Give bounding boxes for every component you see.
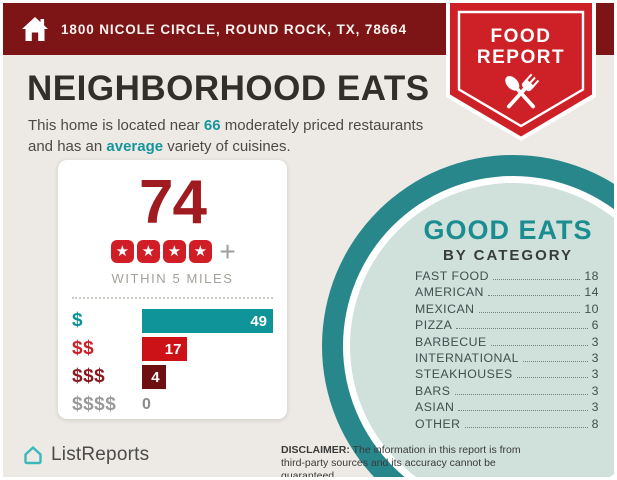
star-icon: ★: [136, 239, 160, 263]
category-value: 3: [591, 400, 599, 415]
category-value: 3: [591, 334, 599, 349]
bar-value: 17: [164, 340, 182, 358]
category-value: 14: [584, 285, 599, 300]
price-tier-label: $$$$: [72, 394, 117, 416]
category-label: ASIAN: [415, 400, 455, 415]
category-row: BARS 3: [415, 384, 599, 400]
badge-inner-stroke: [457, 10, 585, 128]
intro-part2: moderately priced restaurants and has an: [28, 117, 424, 155]
price-tier-label: $$: [72, 338, 95, 360]
bar-value-zero: 0: [142, 396, 151, 414]
dotted-divider: [72, 297, 273, 300]
bar-value: 4: [151, 368, 160, 386]
category-label: OTHER: [415, 416, 461, 431]
dotted-leader: [458, 410, 588, 412]
category-value: 10: [584, 301, 599, 316]
category-value: 3: [591, 383, 599, 398]
good-eats-subtitle: BY CATEGORY: [442, 247, 574, 264]
badge-body: [450, 3, 592, 137]
disclaimer-label: DISCLAIMER:: [281, 444, 350, 456]
category-label: BARS: [415, 383, 451, 398]
category-row: OTHER 8: [415, 417, 599, 433]
bar-track: 0: [142, 393, 273, 417]
dotted-leader: [454, 393, 588, 395]
star-icon: ★: [188, 239, 212, 263]
star-icon: ★: [110, 239, 134, 263]
star-rating: ★ ★ ★ ★ +: [72, 235, 273, 267]
bar-track: 17: [142, 337, 273, 362]
listreports-wordmark: ListReports: [51, 444, 150, 465]
listreports-logo: ListReports: [21, 443, 149, 467]
category-value: 8: [591, 416, 599, 431]
price-bar-row: $$ 17: [72, 337, 273, 362]
bar: 17: [142, 337, 188, 362]
dotted-leader: [490, 344, 588, 346]
category-row: INTERNATIONAL 3: [415, 351, 599, 367]
bar: 4: [142, 365, 166, 390]
category-value: 18: [584, 269, 599, 283]
utensils-icon: [505, 73, 540, 109]
restaurant-count: 66: [203, 117, 221, 134]
category-label: FAST FOOD: [415, 269, 489, 283]
good-eats-header: GOOD EATS BY CATEGORY: [398, 215, 614, 264]
category-row: PIZZA 6: [415, 318, 599, 334]
dotted-leader: [478, 311, 581, 313]
property-address: 1800 NICOLE CIRCLE, ROUND ROCK, TX, 7866…: [61, 21, 407, 37]
category-value: 3: [591, 350, 599, 365]
score-card: 74 ★ ★ ★ ★ + WITHIN 5 MILES $49 $$ 17 $$$ 4 $$$$ 0: [58, 160, 287, 419]
good-eats-title: GOOD EATS: [423, 215, 593, 245]
listreports-house-icon: [24, 446, 42, 465]
category-value: 6: [591, 318, 599, 333]
food-report-badge: FOOD REPORT: [446, 3, 596, 146]
dotted-leader: [456, 328, 588, 330]
variety-highlight: average: [106, 138, 164, 155]
intro-part1: This home is located near: [28, 117, 204, 134]
disclaimer: DISCLAIMER: The information in this repo…: [281, 444, 535, 480]
intro-text: This home is located near 66 moderately …: [28, 115, 440, 157]
category-label: MEXICAN: [415, 301, 475, 316]
badge-line1: FOOD: [491, 26, 552, 47]
category-row: AMERICAN 14: [415, 285, 599, 301]
home-icon: [22, 17, 48, 41]
bar: 49: [142, 309, 273, 334]
dotted-leader: [522, 360, 588, 362]
category-list: FAST FOOD 18 AMERICAN 14 MEXICAN 10 PIZZA 6 BARB…: [415, 269, 599, 433]
dotted-leader: [487, 295, 581, 297]
badge-line2: REPORT: [477, 47, 565, 68]
price-bar-row: $49: [72, 309, 273, 334]
page-title: NEIGHBORHOOD EATS: [27, 69, 430, 108]
price-tier-label: $$$: [72, 366, 106, 388]
category-row: BARBECUE 3: [415, 335, 599, 351]
price-bar-row: $$$ 4: [72, 365, 273, 390]
price-tier-label: $: [72, 310, 84, 332]
price-bar-row: $$$$ 0: [72, 393, 273, 417]
disclaimer-text: The information in this report is from t…: [281, 444, 521, 480]
category-row: ASIAN 3: [415, 400, 599, 416]
category-label: PIZZA: [415, 318, 453, 333]
star-icon: ★: [162, 239, 186, 263]
category-row: FAST FOOD 18: [415, 269, 599, 285]
dotted-leader: [492, 279, 581, 280]
within-miles-label: WITHIN 5 MILES: [111, 271, 234, 287]
category-label: AMERICAN: [415, 285, 484, 300]
restaurant-score: 74: [139, 168, 207, 237]
category-label: STEAKHOUSES: [415, 367, 513, 382]
dotted-leader: [516, 377, 588, 379]
bar-track: 49: [142, 309, 273, 334]
category-value: 3: [591, 367, 599, 382]
category-label: BARBECUE: [415, 334, 487, 349]
plus-sign: +: [219, 235, 236, 267]
bar-track: 4: [142, 365, 273, 390]
bar-value: 49: [250, 312, 267, 330]
dotted-leader: [464, 426, 588, 428]
category-row: MEXICAN 10: [415, 302, 599, 318]
category-row: STEAKHOUSES 3: [415, 367, 599, 383]
price-bars: $49 $$ 17 $$$ 4 $$$$ 0: [72, 309, 273, 417]
category-label: INTERNATIONAL: [415, 350, 519, 365]
intro-part3: variety of cuisines.: [163, 138, 291, 155]
